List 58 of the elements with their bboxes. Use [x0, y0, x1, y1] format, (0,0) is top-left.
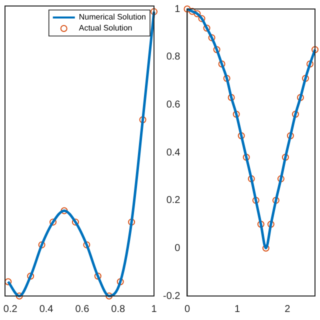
- point: [106, 292, 113, 300]
- point: [94, 272, 102, 280]
- point: [223, 74, 230, 82]
- point: [277, 175, 284, 182]
- point: [262, 244, 270, 252]
- x-tick-label: 0.4: [39, 304, 54, 315]
- x-tick-label: 0.8: [111, 304, 126, 315]
- y-tick-label: 0.8: [166, 52, 181, 63]
- point: [4, 278, 12, 286]
- point: [242, 154, 250, 161]
- point: [83, 241, 90, 248]
- point: [208, 34, 216, 42]
- x-tick-label: 0: [184, 304, 190, 315]
- point: [128, 218, 136, 226]
- point: [194, 10, 201, 18]
- point: [267, 220, 274, 228]
- point: [72, 218, 79, 226]
- point: [296, 94, 304, 101]
- x-tick-label: 0.2: [3, 304, 18, 315]
- x-tick-label: 2: [284, 304, 291, 315]
- point: [116, 278, 124, 286]
- point: [27, 272, 34, 280]
- y-tick-label: 0.2: [166, 195, 181, 206]
- legend-label: Numerical Solution: [78, 12, 146, 22]
- y-tick-label: -0.2: [162, 290, 181, 302]
- legend-label: Actual Solution: [78, 24, 132, 33]
- point: [150, 8, 158, 16]
- y-tick-label: 0.6: [166, 99, 181, 110]
- point: [184, 6, 191, 12]
- point: [16, 292, 23, 300]
- point: [248, 175, 255, 182]
- point: [252, 196, 260, 204]
- point: [50, 218, 57, 226]
- point: [228, 94, 235, 101]
- x-tick-label: 1: [151, 304, 158, 315]
- point: [302, 74, 309, 82]
- point: [232, 110, 240, 118]
- point: [257, 220, 264, 228]
- point: [306, 60, 314, 68]
- point: [282, 154, 289, 161]
- point: [188, 8, 196, 15]
- y-tick-label: 0.4: [166, 147, 181, 158]
- point: [238, 132, 245, 140]
- point: [312, 46, 318, 54]
- point: [218, 60, 226, 68]
- point: [272, 196, 280, 204]
- point: [38, 241, 46, 248]
- point: [60, 207, 68, 214]
- y-tick-label: 0: [174, 242, 181, 254]
- point: [198, 15, 206, 22]
- y-tick-label: 1: [174, 4, 181, 15]
- x-tick-label: 1: [234, 304, 241, 315]
- point: [139, 116, 146, 124]
- point: [286, 132, 294, 140]
- point: [292, 110, 299, 118]
- x-tick-label: 0.6: [75, 304, 90, 315]
- point: [203, 24, 210, 32]
- point: [213, 46, 220, 54]
